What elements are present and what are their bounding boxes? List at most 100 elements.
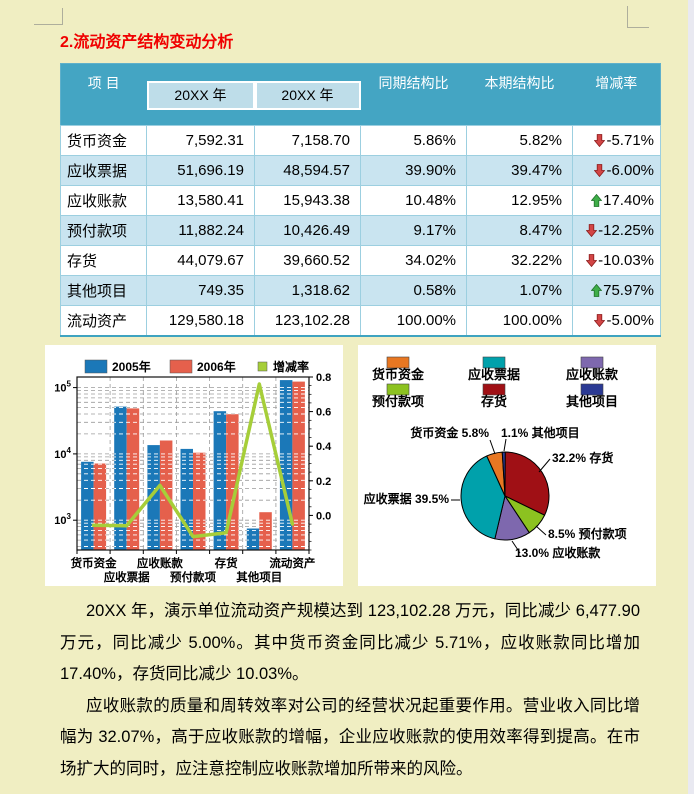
pie-callouts: 32.2% 存货 8.5% 预付款项 13.0% 应收账款 应收票据 39.5% 货币资… — [364, 425, 627, 560]
row-item-name: 其他项目 — [60, 275, 147, 306]
margin-corner-mark-left — [34, 8, 63, 25]
row-change-cell: -6.00% — [572, 155, 661, 186]
row-prev-ratio: 9.17% — [360, 215, 467, 246]
row-year2-value: 7,158.70 — [254, 125, 361, 156]
pie-chart-panel: 货币资金 应收票据 应收账款 预付款项 存货 其他项目 32.2% 存货 8.5% 预付款项 1… — [358, 345, 656, 586]
right-axis-tick-label: 0.0 — [316, 510, 331, 522]
trend-down-icon — [594, 134, 606, 148]
margin-corner-mark-right — [627, 6, 649, 28]
bar-2006年 — [259, 512, 272, 550]
row-change-value: -10.03% — [598, 252, 654, 269]
row-year2-value: 39,660.52 — [254, 245, 361, 276]
table-row: 流动资产 129,580.18 123,102.28 100.00% 100.00% -5… — [60, 305, 661, 337]
right-axis-tick-label: 0.8 — [316, 372, 331, 384]
legend-label: 增减率 — [273, 359, 309, 374]
row-change-cell: -10.03% — [572, 245, 661, 276]
year1-subheader: 20XX 年 — [146, 81, 255, 110]
row-item-name: 存货 — [60, 245, 147, 276]
legend-label: 其他项目 — [566, 394, 618, 409]
trend-down-icon — [585, 224, 598, 238]
row-change-cell: 75.97% — [572, 275, 661, 306]
bar-2005年 — [147, 445, 160, 550]
table-row: 预付款项 11,882.24 10,426.49 9.17% 8.47% -12.25% — [60, 215, 661, 246]
row-prev-ratio: 34.02% — [360, 245, 467, 276]
legend-label: 应收账款 — [566, 367, 619, 382]
row-change-value: 17.40% — [603, 192, 654, 209]
row-cur-ratio: 100.00% — [466, 305, 573, 337]
col-header-item: 项 目 — [60, 63, 147, 126]
x-axis-label: 应收账款 — [137, 556, 183, 570]
left-axis-tick-label: 103 — [54, 512, 71, 527]
table-row: 其他项目 749.35 1,318.62 0.58% 1.07% 75.97% — [60, 275, 661, 306]
bar-chart: 103 104 105 0.0 0.2 0.4 0.6 0.8 货币资金应收票据应收账款预付款项… — [54, 359, 332, 584]
row-year1-value: 129,580.18 — [146, 305, 255, 337]
trend-down-icon — [585, 254, 598, 268]
pie-slice-3 — [460, 455, 506, 540]
row-change-cell: -12.25% — [572, 215, 661, 246]
callout-leader-line — [489, 439, 496, 455]
growth-rate-line — [91, 382, 295, 539]
row-cur-ratio: 1.07% — [466, 275, 573, 306]
row-item-name: 应收账款 — [60, 185, 147, 216]
row-change-value: -12.25% — [598, 222, 654, 239]
legend-swatch — [386, 356, 410, 369]
paragraph-2: 应收账款的质量和周转效率对公司的经营状况起重要作用。营业收入同比增幅为 32.0… — [60, 696, 640, 778]
row-cur-ratio: 32.22% — [466, 245, 573, 276]
left-axis-tick-label: 105 — [54, 380, 71, 395]
callout-leader-line — [503, 438, 507, 452]
right-axis-tick-label: 0.2 — [316, 476, 331, 488]
section-title: 2.流动资产结构变动分析 — [60, 34, 234, 51]
col-header-change-rate: 增减率 — [572, 63, 661, 126]
right-axis-tick-label: 0.4 — [316, 441, 332, 453]
row-prev-ratio: 10.48% — [360, 185, 467, 216]
row-cur-ratio: 5.82% — [466, 125, 573, 156]
row-year1-value: 11,882.24 — [146, 215, 255, 246]
row-year2-value: 1,318.62 — [254, 275, 361, 306]
row-change-value: -6.00% — [606, 162, 654, 179]
col-header-year2: 20XX 年 — [254, 63, 361, 126]
row-year2-value: 10,426.49 — [254, 215, 361, 246]
left-axis-tick-label: 104 — [54, 446, 71, 461]
legend-swatch — [482, 383, 506, 396]
pie-callout-label: 货币资金 5.8% — [410, 425, 489, 440]
bar-2006年 — [292, 381, 305, 550]
row-year2-value: 123,102.28 — [254, 305, 361, 337]
callout-leader-line — [511, 540, 521, 554]
row-item-name: 预付款项 — [60, 215, 147, 246]
x-axis-label: 预付款项 — [170, 570, 216, 584]
row-change-value: -5.00% — [606, 312, 654, 329]
x-axis-label: 应收票据 — [104, 570, 150, 584]
row-prev-ratio: 39.90% — [360, 155, 467, 186]
pie-callout-label: 应收票据 39.5% — [364, 491, 450, 506]
legend-label: 2005年 — [112, 359, 151, 374]
pie-callout-label: 1.1% 其他项目 — [501, 425, 580, 440]
legend-swatch — [84, 359, 108, 374]
row-year2-value: 15,943.38 — [254, 185, 361, 216]
trend-up-icon — [590, 193, 603, 207]
pie-slice-0 — [504, 451, 550, 516]
legend-label: 货币资金 — [372, 367, 425, 382]
row-cur-ratio: 12.95% — [466, 185, 573, 216]
pie-slices — [460, 451, 550, 541]
pie-callout-label: 8.5% 预付款项 — [548, 526, 627, 541]
legend-label: 存货 — [481, 394, 507, 409]
row-year1-value: 51,696.19 — [146, 155, 255, 186]
asset-structure-table: 项 目 20XX 年 20XX 年 同期结构比 本期结构比 增减率 货币资金 7,… — [60, 63, 661, 337]
bar-2005年 — [246, 528, 260, 550]
col-header-cur-ratio: 本期结构比 — [466, 63, 573, 126]
row-year1-value: 749.35 — [146, 275, 255, 306]
legend-swatch — [580, 356, 604, 369]
analysis-text: 20XX 年，演示单位流动资产规模达到 123,102.28 万元，同比减少 6… — [60, 596, 640, 785]
left-axis: 103 104 105 — [54, 380, 77, 527]
right-axis: 0.0 0.2 0.4 0.6 0.8 — [309, 372, 332, 551]
row-change-cell: -5.00% — [572, 305, 661, 337]
x-axis-label: 货币资金 — [70, 556, 117, 570]
bar-2005年 — [81, 461, 94, 550]
legend-swatch — [580, 383, 604, 396]
row-item-name: 应收票据 — [60, 155, 147, 186]
row-item-name: 流动资产 — [60, 305, 147, 337]
row-year1-value: 44,079.67 — [146, 245, 255, 276]
table-row: 存货 44,079.67 39,660.52 34.02% 32.22% -10.03% — [60, 245, 661, 276]
